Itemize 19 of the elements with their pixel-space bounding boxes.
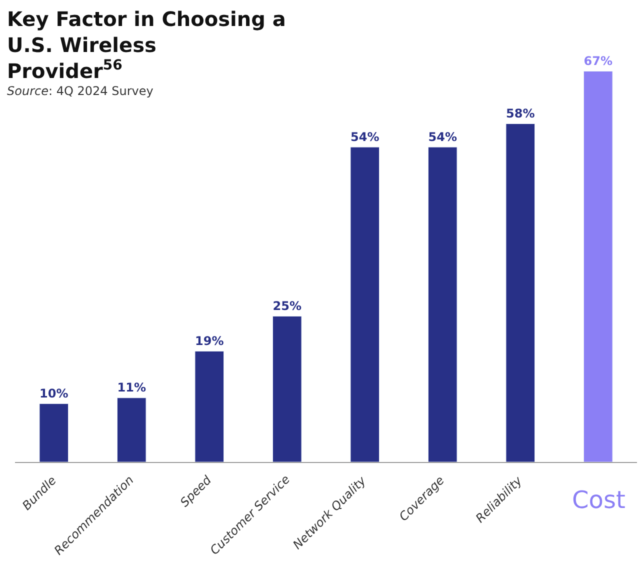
chart-title: Key Factor in Choosing a U.S. Wireless Provider$^{56}$ [7, 7, 286, 83]
data-label: 54% [350, 130, 380, 144]
data-label: 10% [40, 386, 68, 401]
bar [506, 124, 536, 462]
data-label: 11% [117, 380, 146, 395]
data-label: 67% [584, 54, 612, 68]
data-label: 54% [428, 130, 457, 144]
annotation: Source: 4Q 2024 Survey [7, 84, 154, 98]
bar [272, 316, 302, 462]
bar [428, 146, 458, 462]
data-label: 58% [506, 106, 535, 121]
bar [194, 350, 224, 462]
bar [583, 71, 613, 462]
bar [350, 146, 380, 462]
data-label: 25% [272, 299, 302, 314]
bar [116, 398, 146, 462]
bar [39, 403, 69, 462]
x-tick-label: Cost [572, 486, 626, 514]
data-label: 19% [195, 334, 224, 348]
